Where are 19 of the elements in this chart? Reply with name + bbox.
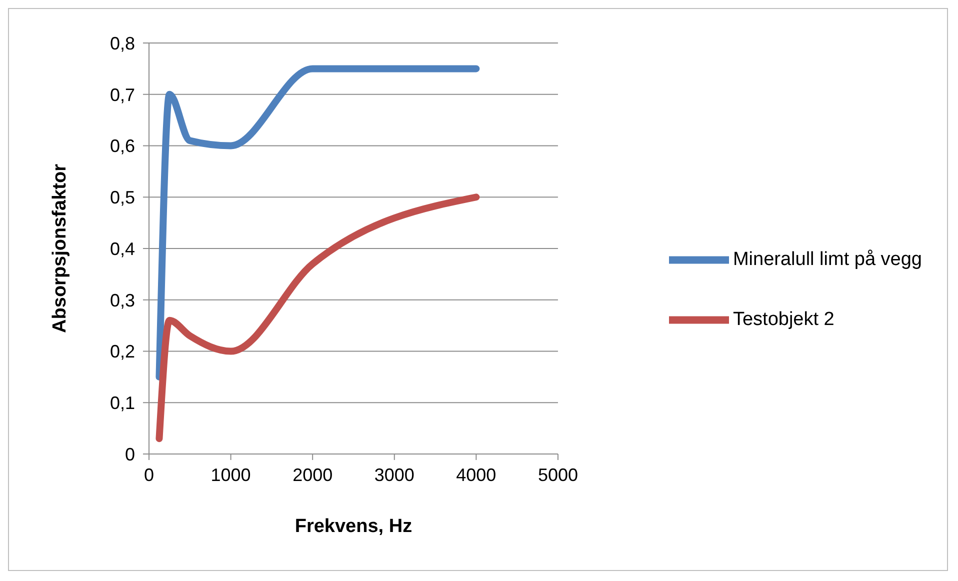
legend-label: Mineralull limt på vegg	[732, 248, 922, 270]
y-tick-label: 0,6	[110, 136, 135, 156]
y-tick-label: 0,7	[110, 84, 135, 105]
x-tick-label: 4000	[456, 464, 496, 485]
y-tick-label: 0,1	[110, 393, 135, 414]
y-tick-label: 0,3	[110, 290, 135, 310]
y-tick-label: 0,5	[110, 188, 135, 208]
y-axis-title: Absorpsjonsfaktor	[50, 163, 71, 333]
y-tick-label: 0,4	[110, 238, 135, 259]
x-tick-label: 3000	[374, 464, 414, 485]
y-tick-label: 0	[124, 444, 135, 464]
x-tick-label: 0	[144, 464, 154, 485]
x-axis-title: Frekvens, Hz	[294, 516, 412, 537]
legend-label: Testobjekt 2	[732, 308, 834, 330]
x-tick-label: 1000	[210, 464, 251, 485]
y-tick-label: 0,2	[110, 342, 135, 362]
x-tick-label: 5000	[538, 464, 578, 485]
x-tick-label: 2000	[292, 464, 333, 485]
y-tick-label: 0,8	[110, 33, 135, 54]
